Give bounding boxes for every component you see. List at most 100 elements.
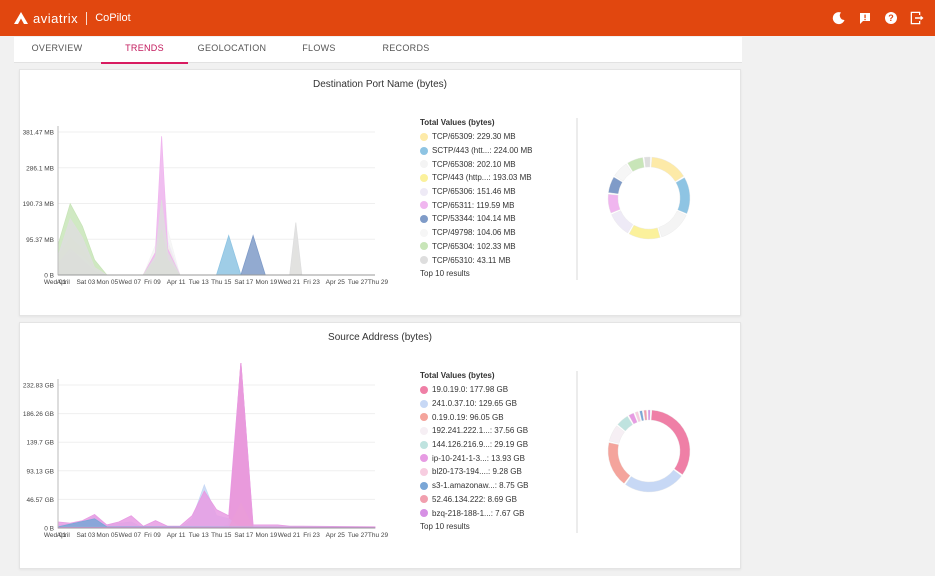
donut-slice[interactable] — [617, 415, 633, 432]
legend-item[interactable]: 192.241.222.1...: 37.56 GB — [420, 424, 529, 438]
legend-item[interactable]: TCP/65304: 102.33 MB — [420, 240, 533, 254]
legend-item[interactable]: bl20-173-194....: 9.28 GB — [420, 465, 529, 479]
donut-slice[interactable] — [608, 425, 625, 444]
legend-label: 241.0.37.10: 129.65 GB — [432, 399, 517, 409]
x-tick-label: Apr 11 — [167, 532, 186, 539]
feedback-icon[interactable] — [857, 10, 873, 26]
series-area[interactable] — [58, 363, 375, 529]
legend-item[interactable]: TCP/65311: 119.59 MB — [420, 198, 533, 212]
x-tick-label: April — [57, 532, 71, 539]
legend-swatch — [420, 228, 428, 237]
series-area[interactable] — [57, 232, 375, 276]
legend-item[interactable]: bzq-218-188-1...: 7.67 GB — [420, 506, 529, 520]
source-address-area-chart[interactable]: 0 B 46.57 GB 93.13 GB 139.7 GB 186.26 GB 232.… — [20, 363, 390, 553]
source-address-donut-chart[interactable] — [600, 402, 698, 500]
legend-scrollbar[interactable] — [576, 371, 578, 533]
y-tick-label: 93.13 GB — [27, 468, 54, 475]
legend-swatch — [420, 467, 428, 476]
donut-slice[interactable] — [675, 177, 691, 214]
series-area[interactable] — [58, 234, 375, 276]
x-tick-label: Wed 07 — [119, 532, 142, 539]
legend-item[interactable]: s3-1.amazonaw...: 8.75 GB — [420, 479, 529, 493]
legend-swatch — [420, 187, 428, 196]
donut-slice[interactable] — [608, 176, 623, 195]
donut-slice[interactable] — [647, 409, 651, 421]
x-tick-label: Sat 03 — [76, 279, 95, 286]
legend-item[interactable]: TCP/49798: 104.06 MB — [420, 226, 533, 240]
logout-icon[interactable] — [909, 10, 925, 26]
legend-label: TCP/65306: 151.46 MB — [432, 187, 516, 197]
donut-slice[interactable] — [614, 163, 633, 182]
brand-divider — [86, 11, 88, 25]
x-tick-label: Tue 13 — [189, 532, 209, 539]
legend-item[interactable]: SCTP/443 (htt...: 224.00 MB — [420, 144, 533, 158]
tab-trends[interactable]: TRENDS — [101, 37, 188, 64]
legend-item[interactable]: TCP/65309: 229.30 MB — [420, 130, 533, 144]
legend-item[interactable]: 0.19.0.19: 96.05 GB — [420, 410, 529, 424]
tab-records[interactable]: RECORDS — [382, 43, 430, 53]
donut-slice[interactable] — [625, 469, 682, 493]
destination-port-card: Destination Port Name (bytes) 0 B 95.37 M… — [19, 69, 741, 316]
x-tick-label: Thu 15 — [211, 532, 232, 539]
x-tick-label: Tue 27 — [348, 532, 368, 539]
legend-scrollbar[interactable] — [576, 118, 578, 280]
legend-item[interactable]: 19.0.19.0: 177.98 GB — [420, 383, 529, 397]
y-tick-label: 46.57 GB — [27, 497, 54, 504]
legend-item[interactable]: TCP/443 (http...: 193.03 MB — [420, 171, 533, 185]
destination-port-donut-chart[interactable] — [600, 149, 698, 247]
series-area[interactable] — [57, 199, 375, 276]
x-tick-label: Fri 23 — [303, 532, 320, 539]
donut-slice[interactable] — [643, 409, 648, 421]
y-tick-label: 190.73 MB — [23, 201, 54, 208]
source-address-card: Source Address (bytes) 0 B 46.57 GB 93.13 … — [19, 322, 741, 569]
legend-label: TCP/65308: 202.10 MB — [432, 159, 516, 169]
series-area[interactable] — [57, 199, 375, 276]
y-tick-label: 286.1 MB — [26, 165, 54, 172]
tab-overview[interactable]: OVERVIEW — [31, 43, 83, 53]
donut-slice[interactable] — [634, 411, 641, 423]
help-icon[interactable]: ? — [883, 10, 899, 26]
series-area[interactable] — [57, 234, 375, 276]
brand[interactable]: aviatrix CoPilot — [14, 10, 131, 26]
donut-slice[interactable] — [628, 412, 638, 425]
x-tick-label: Sat 17 — [234, 532, 253, 539]
legend-item[interactable]: 144.126.216.9...: 29.19 GB — [420, 438, 529, 452]
donut-slice[interactable] — [627, 157, 645, 172]
legend-label: 19.0.19.0: 177.98 GB — [432, 385, 509, 395]
series-area[interactable] — [57, 363, 376, 529]
x-tick-label: Mon 05 — [96, 279, 118, 286]
donut-slice[interactable] — [607, 194, 621, 214]
series-area[interactable] — [57, 169, 375, 276]
legend-swatch — [420, 160, 428, 169]
legend-item[interactable]: TCP/65310: 43.11 MB — [420, 253, 533, 267]
moon-icon[interactable] — [831, 10, 847, 26]
legend-item[interactable]: TCP/65308: 202.10 MB — [420, 157, 533, 171]
donut-slice[interactable] — [658, 210, 687, 238]
legend-item[interactable]: TCP/65306: 151.46 MB — [420, 185, 533, 199]
side-panel — [751, 36, 935, 576]
x-tick-label: Wed 07 — [119, 279, 142, 286]
donut-slice[interactable] — [611, 210, 634, 234]
donut-slice[interactable] — [628, 224, 661, 240]
product-name: CoPilot — [95, 12, 131, 24]
series-area[interactable] — [58, 231, 375, 276]
donut-slice[interactable] — [650, 409, 691, 475]
y-tick-label: 0 B — [44, 273, 54, 280]
series-area[interactable] — [57, 151, 375, 276]
legend-item[interactable]: 241.0.37.10: 129.65 GB — [420, 397, 529, 411]
legend-item[interactable]: 52.46.134.222: 8.69 GB — [420, 493, 529, 507]
donut-slice[interactable] — [644, 156, 651, 168]
donut-slice[interactable] — [639, 410, 645, 422]
legend-swatch — [420, 385, 428, 394]
destination-port-area-chart[interactable]: 0 B 95.37 MB 190.73 MB 286.1 MB 381.47 MB Wed… — [20, 110, 390, 300]
series-area[interactable] — [57, 136, 375, 276]
card-title: Destination Port Name (bytes) — [313, 79, 447, 90]
y-tick-label: 186.26 GB — [23, 411, 54, 418]
donut-slice[interactable] — [607, 442, 631, 484]
legend-item[interactable]: TCP/53344: 104.14 MB — [420, 212, 533, 226]
legend-item[interactable]: ip-10-241-1-3...: 13.93 GB — [420, 451, 529, 465]
x-tick-label: Thu 29 — [368, 279, 389, 286]
tab-flows[interactable]: FLOWS — [302, 43, 336, 53]
tab-geolocation[interactable]: GEOLOCATION — [197, 43, 267, 53]
donut-slice[interactable] — [650, 156, 684, 182]
